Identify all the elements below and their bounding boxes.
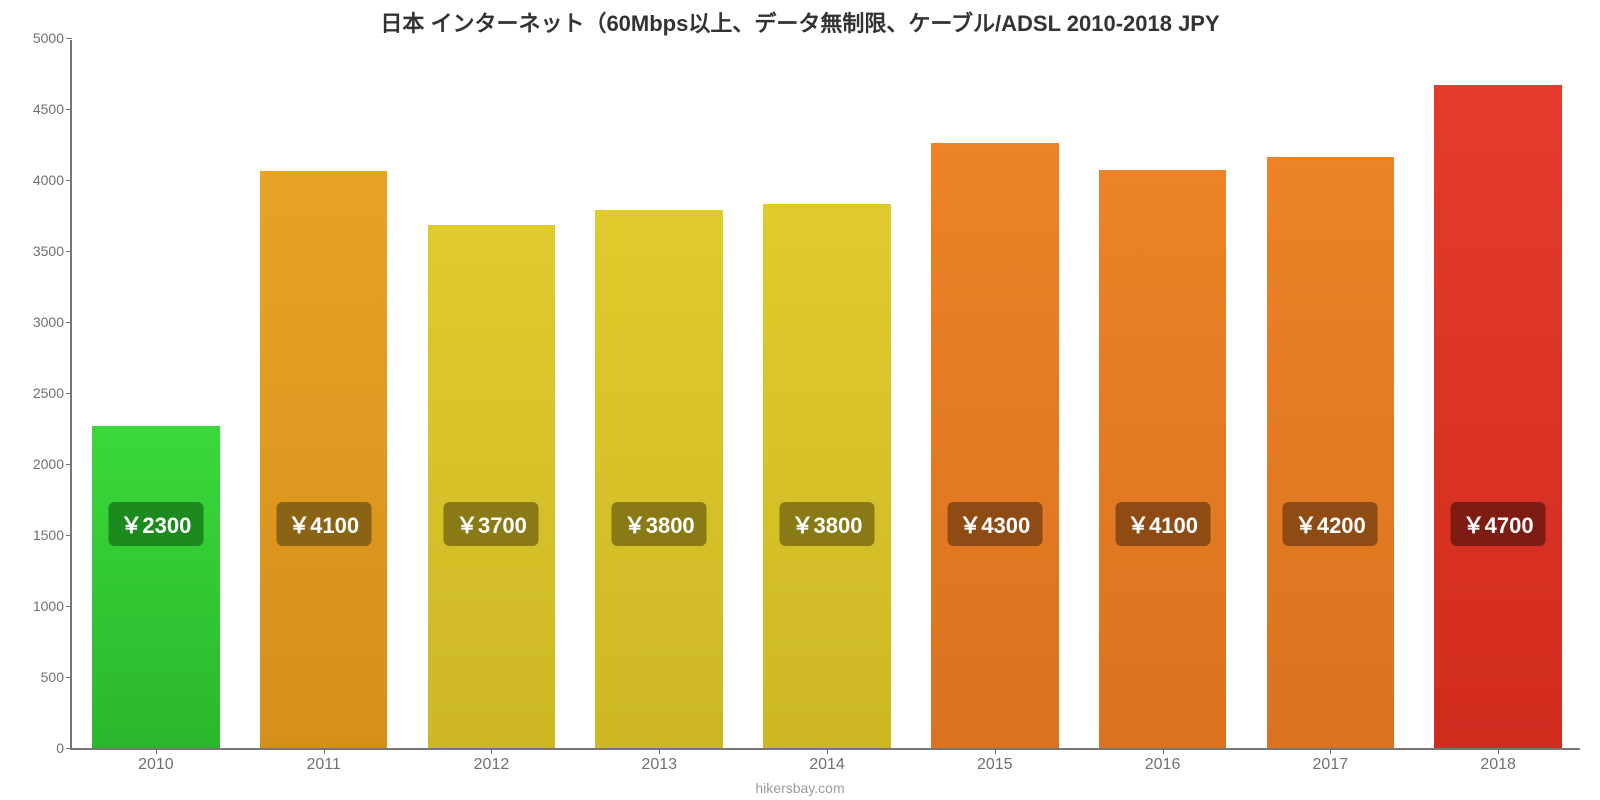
value-badge: ￥3700 (444, 502, 539, 546)
x-tick-label: 2014 (809, 748, 845, 774)
bar-fill (763, 204, 891, 748)
bar: ￥2300 (92, 426, 220, 748)
y-tick-label: 500 (41, 669, 72, 685)
y-tick-label: 3000 (33, 314, 72, 330)
x-tick-label: 2018 (1480, 748, 1516, 774)
x-tick-label: 2013 (641, 748, 677, 774)
bar-fill (428, 225, 556, 748)
chart-title: 日本 インターネット（60Mbps以上、データ無制限、ケーブル/ADSL 201… (0, 6, 1600, 38)
value-badge: ￥4100 (1115, 502, 1210, 546)
x-tick-label: 2016 (1145, 748, 1181, 774)
bar-fill (92, 426, 220, 748)
y-tick-label: 4500 (33, 101, 72, 117)
y-tick-label: 5000 (33, 30, 72, 46)
y-tick-label: 2500 (33, 385, 72, 401)
x-tick-label: 2015 (977, 748, 1013, 774)
x-tick-label: 2012 (474, 748, 510, 774)
y-tick-label: 2000 (33, 456, 72, 472)
value-badge: ￥3800 (612, 502, 707, 546)
bar-fill (1434, 85, 1562, 748)
x-tick-label: 2017 (1313, 748, 1349, 774)
bar-fill (595, 210, 723, 748)
value-badge: ￥3800 (780, 502, 875, 546)
bar: ￥3800 (763, 204, 891, 748)
value-badge: ￥4100 (276, 502, 371, 546)
value-badge: ￥2300 (108, 502, 203, 546)
y-tick-label: 4000 (33, 172, 72, 188)
bar-fill (1099, 170, 1227, 748)
bar: ￥4200 (1267, 157, 1395, 748)
bar: ￥4100 (1099, 170, 1227, 748)
bar-fill (931, 143, 1059, 748)
bar: ￥3700 (428, 225, 556, 748)
bar: ￥4700 (1434, 85, 1562, 748)
x-tick-label: 2010 (138, 748, 174, 774)
y-tick-label: 1500 (33, 527, 72, 543)
y-tick-label: 3500 (33, 243, 72, 259)
bar-chart: 日本 インターネット（60Mbps以上、データ無制限、ケーブル/ADSL 201… (0, 0, 1600, 800)
y-tick-label: 1000 (33, 598, 72, 614)
value-badge: ￥4300 (947, 502, 1042, 546)
x-tick-label: 2011 (306, 748, 340, 774)
value-badge: ￥4700 (1451, 502, 1546, 546)
bar-fill (1267, 157, 1395, 748)
y-tick-label: 0 (56, 740, 72, 756)
plot-area: 0500100015002000250030003500400045005000… (70, 40, 1580, 750)
bar-fill (260, 171, 388, 748)
credit-text: hikersbay.com (0, 780, 1600, 796)
bar: ￥4100 (260, 171, 388, 748)
bar: ￥3800 (595, 210, 723, 748)
bar: ￥4300 (931, 143, 1059, 748)
value-badge: ￥4200 (1283, 502, 1378, 546)
